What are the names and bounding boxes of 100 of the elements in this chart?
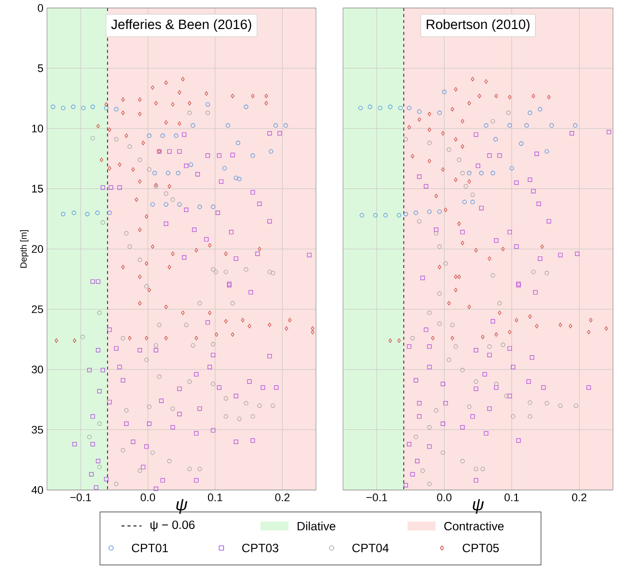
point [214, 270, 218, 274]
point [72, 210, 76, 216]
point [437, 291, 442, 296]
y-tick-label: 25 [32, 305, 44, 314]
point [50, 104, 56, 109]
point [97, 310, 102, 316]
point [446, 358, 452, 362]
x-axis-title: ψ [472, 499, 484, 514]
point [558, 322, 562, 328]
point [373, 213, 378, 218]
point [437, 322, 442, 326]
point [547, 94, 551, 100]
point [147, 167, 152, 172]
point [468, 179, 471, 184]
text: Jefferies & Been (2016) [111, 19, 252, 32]
point [460, 458, 465, 464]
point [210, 267, 216, 272]
point [164, 202, 168, 207]
point [177, 202, 182, 207]
point [437, 110, 442, 116]
legend-label: CPT05 [462, 544, 499, 552]
point [244, 104, 248, 109]
x-tick-label: 0.2 [275, 494, 290, 502]
legend-label: Dilative [298, 522, 336, 530]
point [490, 273, 496, 278]
point [87, 434, 92, 440]
point [388, 104, 392, 109]
point [128, 144, 132, 149]
point [535, 324, 538, 328]
point [71, 104, 76, 109]
point [267, 270, 272, 274]
point [464, 184, 468, 189]
point [404, 137, 408, 142]
point [490, 170, 496, 176]
point [443, 261, 448, 266]
point [442, 90, 446, 94]
point [244, 401, 248, 406]
point [60, 106, 66, 110]
x-tick-label: −0.1 [366, 494, 388, 502]
point [508, 123, 512, 128]
point [80, 334, 85, 340]
point [410, 336, 415, 340]
point [470, 76, 474, 82]
point [184, 322, 188, 328]
point [237, 176, 242, 182]
point [147, 404, 152, 410]
point [420, 468, 425, 473]
point [190, 123, 196, 128]
point [508, 94, 512, 100]
point [544, 149, 550, 154]
point [462, 200, 467, 204]
x-axis-title: ψ [176, 499, 188, 514]
point [90, 104, 95, 109]
point [147, 134, 152, 138]
point [97, 464, 102, 470]
point [454, 274, 458, 279]
point [414, 434, 418, 440]
point [487, 344, 492, 349]
point [427, 140, 432, 146]
point [428, 158, 432, 164]
point [197, 204, 202, 210]
point [358, 106, 363, 110]
point [573, 123, 578, 128]
point [494, 382, 498, 386]
point [481, 334, 484, 340]
point [427, 482, 432, 486]
point [170, 197, 175, 202]
legend-label: CPT01 [132, 544, 168, 552]
point [450, 107, 454, 112]
point [197, 301, 202, 306]
point [396, 213, 402, 218]
point [160, 134, 165, 138]
point [460, 144, 464, 149]
point [410, 154, 414, 158]
point [484, 79, 488, 84]
point [368, 104, 372, 109]
point [538, 107, 542, 112]
point [378, 106, 382, 110]
point [479, 170, 484, 176]
point [176, 170, 180, 176]
point [128, 244, 132, 249]
point [174, 134, 178, 138]
point [124, 231, 129, 236]
point [501, 246, 505, 252]
point [454, 344, 458, 349]
point [124, 408, 129, 413]
point [514, 318, 518, 322]
point [470, 192, 475, 197]
y-tick-label: 30 [32, 366, 44, 374]
point [210, 342, 216, 346]
point [270, 403, 276, 408]
point [474, 466, 478, 472]
x-tick-label: 0.0 [140, 494, 156, 502]
point [97, 422, 102, 426]
point [444, 208, 448, 212]
point [114, 482, 118, 486]
point [457, 274, 461, 279]
point [504, 394, 509, 398]
legend-label: CPT03 [242, 544, 278, 552]
point [60, 212, 66, 216]
